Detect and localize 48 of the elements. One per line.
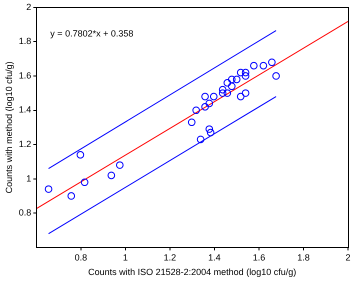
point [218,86,226,94]
point [201,92,209,100]
y-tick-label: 1 [26,173,32,184]
point [206,100,214,108]
y-tick-label: 1.4 [18,104,32,115]
x-tick-label: 0.8 [74,252,88,262]
point [236,92,244,100]
x-tick-label: 2 [345,252,351,262]
point [242,68,250,76]
point [218,89,226,97]
point [116,161,124,169]
point [192,106,200,114]
point [260,62,268,70]
point [80,178,88,186]
point [242,89,250,97]
point [250,62,258,70]
point [188,118,196,126]
point [228,82,236,90]
annotation: y = 0.7802*x + 0.358 [50,28,134,38]
point [242,72,250,80]
y-tick-label: 1.6 [18,70,32,80]
x-tick-label: 1 [122,252,128,262]
point [108,172,116,180]
point [206,128,214,136]
y-tick-label: 1.8 [18,36,32,46]
point [44,185,52,193]
x-axis-title: Counts with ISO 21528-2:2004 method (log10 cfu/g) [88,267,296,278]
point [196,136,204,144]
point [236,68,244,76]
x-tick-label: 1.8 [297,252,310,262]
x-tick-label: 1.6 [252,252,266,262]
point [272,72,280,80]
x-tick-label: 1.4 [208,252,221,262]
y-tick-label: 0.8 [18,208,32,218]
y-tick-label: 1.2 [18,139,32,150]
point [206,125,214,133]
y-axis-title: Counts with method (log10 cfu/g) [4,61,14,194]
point [67,192,76,200]
point [201,103,209,111]
x-tick-label: 1.2 [164,252,176,262]
point [228,76,236,84]
point [224,79,232,87]
point [210,92,218,100]
point [224,89,232,97]
y-tick-label: 2 [26,2,32,12]
point [268,58,276,66]
point [76,151,84,159]
point [232,76,240,84]
